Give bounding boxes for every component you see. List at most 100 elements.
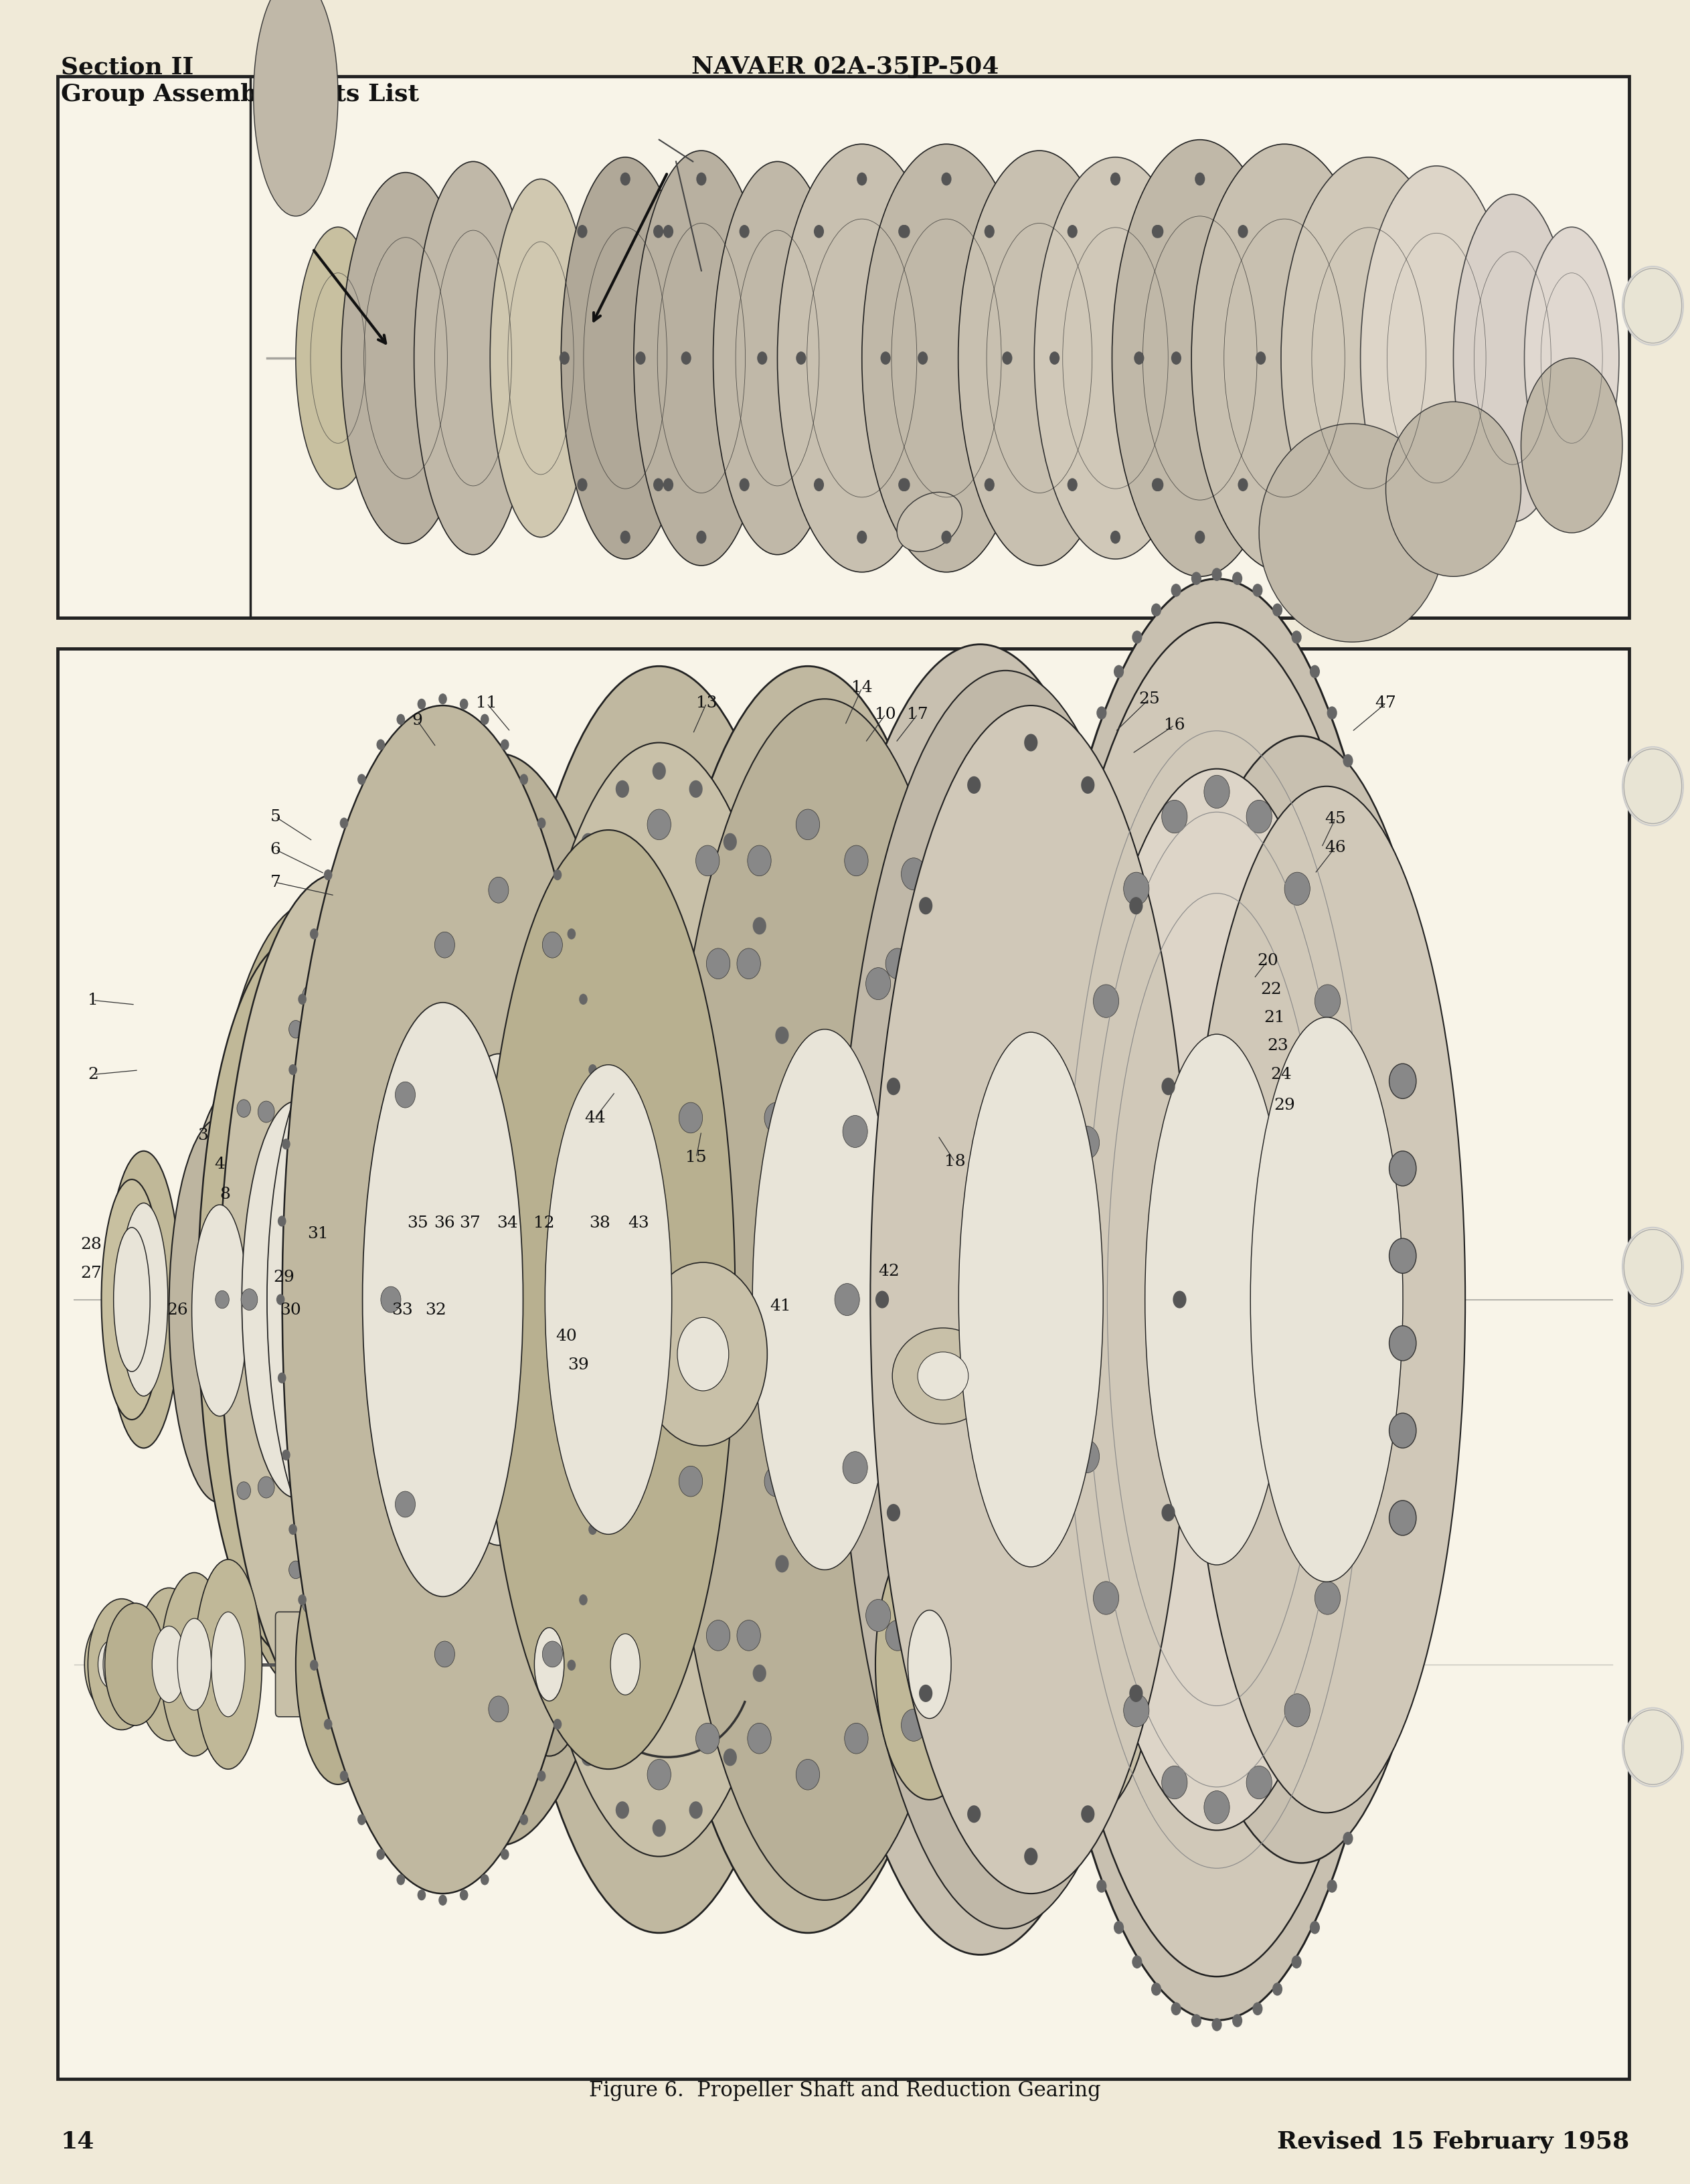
- Circle shape: [510, 1291, 524, 1308]
- Circle shape: [1026, 1068, 1036, 1081]
- Circle shape: [1049, 352, 1060, 365]
- Circle shape: [647, 1760, 671, 1791]
- Text: 36: 36: [434, 1214, 455, 1232]
- Circle shape: [553, 1664, 566, 1682]
- Circle shape: [488, 1697, 509, 1721]
- Circle shape: [757, 352, 767, 365]
- Circle shape: [377, 738, 385, 749]
- Circle shape: [752, 917, 766, 935]
- Circle shape: [662, 225, 673, 238]
- Circle shape: [737, 1621, 761, 1651]
- Circle shape: [1246, 799, 1273, 832]
- Ellipse shape: [355, 753, 642, 1845]
- Circle shape: [886, 948, 909, 978]
- Circle shape: [1082, 1806, 1095, 1824]
- Circle shape: [696, 173, 706, 186]
- Circle shape: [843, 1116, 867, 1147]
- Circle shape: [1327, 1880, 1337, 1894]
- Circle shape: [764, 1103, 788, 1133]
- Circle shape: [357, 1592, 373, 1614]
- Ellipse shape: [101, 1179, 162, 1420]
- Text: 1: 1: [88, 992, 98, 1009]
- Circle shape: [1191, 2014, 1202, 2027]
- Circle shape: [843, 1452, 867, 1483]
- Ellipse shape: [1524, 227, 1619, 489]
- Circle shape: [984, 478, 994, 491]
- Circle shape: [297, 1594, 306, 1605]
- Circle shape: [654, 478, 664, 491]
- Circle shape: [1624, 1230, 1682, 1304]
- Ellipse shape: [443, 1645, 463, 1684]
- Circle shape: [289, 1020, 303, 1037]
- Text: 3: 3: [198, 1127, 208, 1144]
- Circle shape: [439, 1896, 448, 1907]
- Circle shape: [595, 1138, 603, 1149]
- Ellipse shape: [346, 1599, 414, 1730]
- Ellipse shape: [837, 670, 1175, 1928]
- Circle shape: [542, 1640, 563, 1666]
- Circle shape: [654, 225, 664, 238]
- Circle shape: [289, 1562, 303, 1579]
- Circle shape: [990, 1767, 1016, 1800]
- Ellipse shape: [870, 705, 1191, 1894]
- Text: 26: 26: [167, 1302, 188, 1319]
- Circle shape: [397, 1874, 406, 1885]
- Text: 24: 24: [1271, 1066, 1291, 1083]
- Circle shape: [1093, 1581, 1119, 1614]
- Circle shape: [1110, 173, 1120, 186]
- Ellipse shape: [394, 1642, 417, 1686]
- Text: 6: 6: [270, 841, 281, 858]
- Ellipse shape: [581, 1623, 619, 1706]
- Circle shape: [647, 810, 671, 841]
- Circle shape: [1066, 1778, 1077, 1791]
- Circle shape: [282, 1138, 291, 1149]
- Circle shape: [242, 1289, 257, 1310]
- Circle shape: [1034, 1710, 1060, 1741]
- Circle shape: [1389, 1151, 1416, 1186]
- Circle shape: [1212, 2018, 1222, 2031]
- Circle shape: [1053, 867, 1063, 880]
- Circle shape: [531, 1465, 554, 1496]
- Ellipse shape: [777, 144, 946, 572]
- Circle shape: [1080, 753, 1090, 767]
- Circle shape: [581, 832, 595, 850]
- Circle shape: [1171, 352, 1181, 365]
- Circle shape: [521, 1815, 527, 1826]
- Text: 7: 7: [270, 874, 281, 891]
- Ellipse shape: [248, 1068, 377, 1531]
- Circle shape: [289, 1524, 297, 1535]
- Circle shape: [887, 1077, 901, 1094]
- Circle shape: [1070, 968, 1095, 1000]
- Text: 28: 28: [81, 1236, 101, 1254]
- Circle shape: [1252, 583, 1262, 596]
- Circle shape: [913, 1103, 936, 1133]
- Ellipse shape: [211, 1612, 245, 1717]
- Circle shape: [1327, 705, 1337, 719]
- Circle shape: [1622, 1708, 1683, 1787]
- Circle shape: [1097, 1880, 1107, 1894]
- Circle shape: [1252, 2003, 1262, 2016]
- Text: 38: 38: [590, 1214, 610, 1232]
- Circle shape: [297, 994, 306, 1005]
- Circle shape: [1389, 1326, 1416, 1361]
- Circle shape: [581, 1749, 595, 1767]
- Ellipse shape: [600, 1079, 718, 1522]
- Text: 29: 29: [1274, 1096, 1295, 1114]
- Circle shape: [1315, 1581, 1340, 1614]
- Circle shape: [1110, 531, 1120, 544]
- Circle shape: [1153, 478, 1163, 491]
- Circle shape: [324, 1719, 333, 1730]
- Circle shape: [1212, 568, 1222, 581]
- Ellipse shape: [135, 1588, 203, 1741]
- Circle shape: [1256, 352, 1266, 365]
- Text: 4: 4: [215, 1155, 225, 1173]
- Circle shape: [923, 1284, 946, 1315]
- Text: NAVAER 02A-35JP-504: NAVAER 02A-35JP-504: [691, 55, 999, 79]
- Circle shape: [1097, 705, 1107, 719]
- Circle shape: [559, 352, 570, 365]
- Circle shape: [1389, 1413, 1416, 1448]
- Text: 46: 46: [1325, 839, 1345, 856]
- Text: Figure 6.  Propeller Shaft and Reduction Gearing: Figure 6. Propeller Shaft and Reduction …: [590, 2079, 1100, 2101]
- Circle shape: [1161, 1505, 1175, 1522]
- Circle shape: [480, 1874, 488, 1885]
